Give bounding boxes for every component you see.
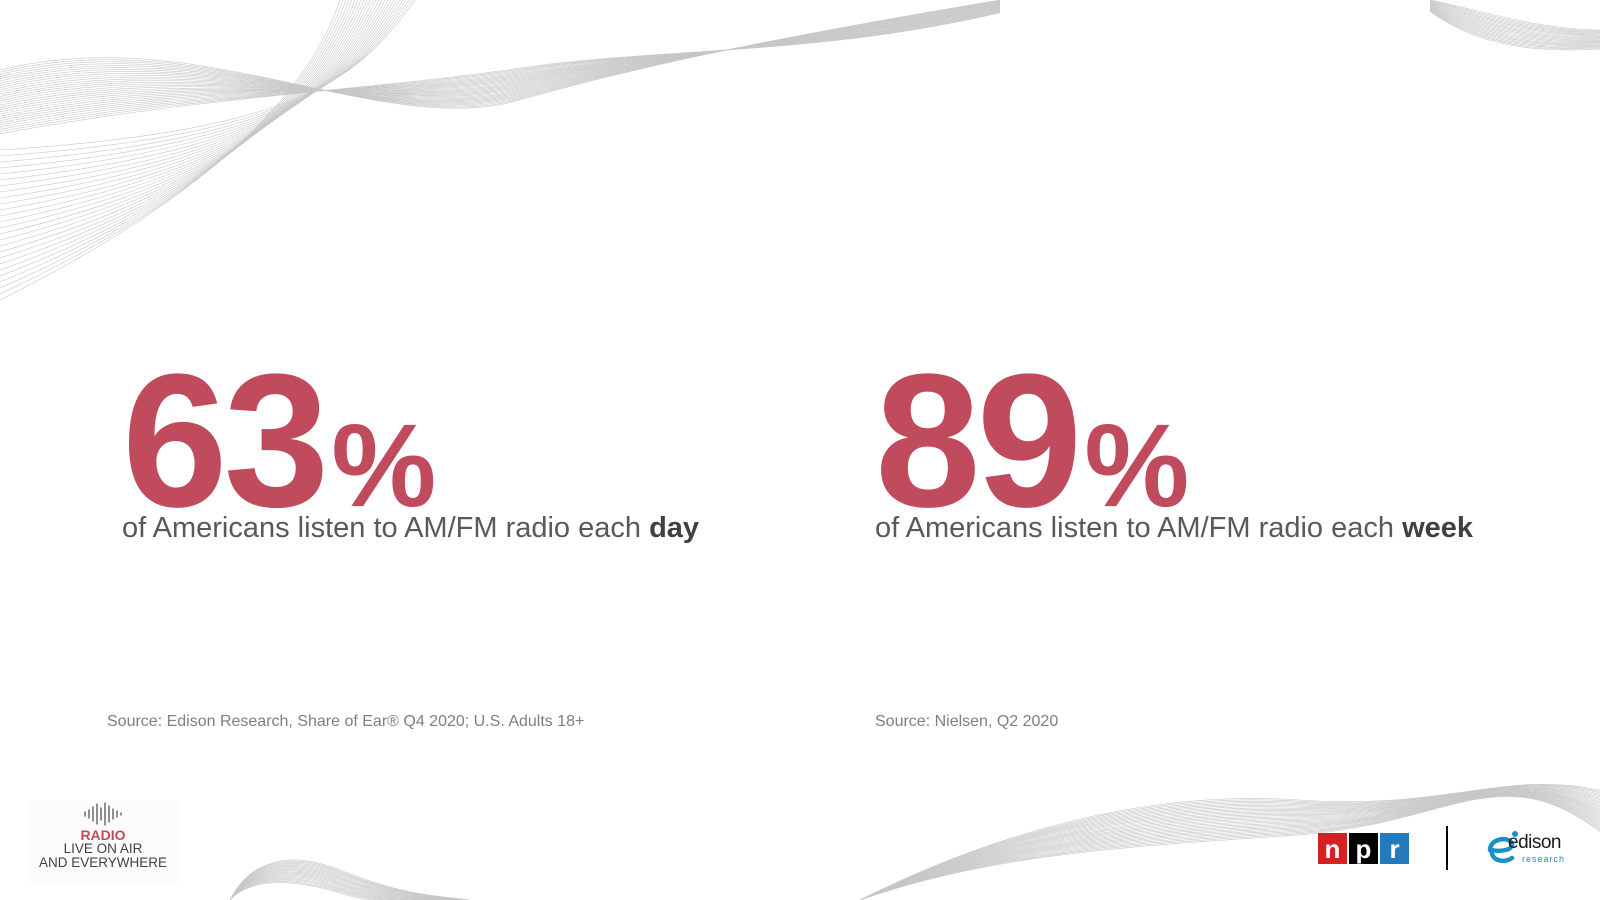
npr-logo: n p r (1318, 833, 1409, 864)
logo-divider (1446, 826, 1448, 870)
npr-logo-p: p (1349, 833, 1378, 864)
edison-research-logo: edison research (1482, 826, 1572, 872)
radio-logo-title: RADIO (80, 827, 126, 843)
npr-logo-n: n (1318, 833, 1347, 864)
stat-daily-figure: 63% (122, 346, 436, 536)
radio-logo-line2: LIVE ON AIR (63, 841, 143, 856)
stat-daily-caption-emphasis: day (649, 512, 700, 544)
edison-logo-sub: research (1522, 854, 1566, 864)
stat-weekly-number: 89 (875, 335, 1082, 547)
stat-daily-caption: of Americans listen to AM/FM radio each … (122, 512, 699, 545)
edison-logo-word: edison (1508, 832, 1562, 853)
stat-daily-number: 63 (122, 335, 329, 547)
npr-logo-r: r (1380, 833, 1409, 864)
stat-weekly: 89% (875, 346, 1189, 536)
radio-logo-line3: AND EVERYWHERE (38, 855, 168, 870)
stat-daily: 63% (122, 346, 436, 536)
stat-weekly-caption-text: of Americans listen to AM/FM radio each (875, 512, 1403, 544)
stat-daily-source: Source: Edison Research, Share of Ear® Q… (107, 713, 585, 730)
radio-live-on-air-logo: RADIO LIVE ON AIR AND EVERYWHERE (28, 800, 178, 882)
stat-daily-percent: % (331, 400, 437, 532)
stat-weekly-caption-emphasis: week (1402, 512, 1474, 544)
stat-weekly-caption: of Americans listen to AM/FM radio each … (875, 512, 1473, 545)
soundwave-icon (84, 802, 122, 826)
stat-weekly-percent: % (1084, 400, 1190, 532)
stat-daily-caption-text: of Americans listen to AM/FM radio each (122, 512, 650, 544)
stat-weekly-source: Source: Nielsen, Q2 2020 (875, 713, 1059, 730)
stat-weekly-figure: 89% (875, 346, 1189, 536)
edison-swirl-icon (1487, 831, 1518, 863)
